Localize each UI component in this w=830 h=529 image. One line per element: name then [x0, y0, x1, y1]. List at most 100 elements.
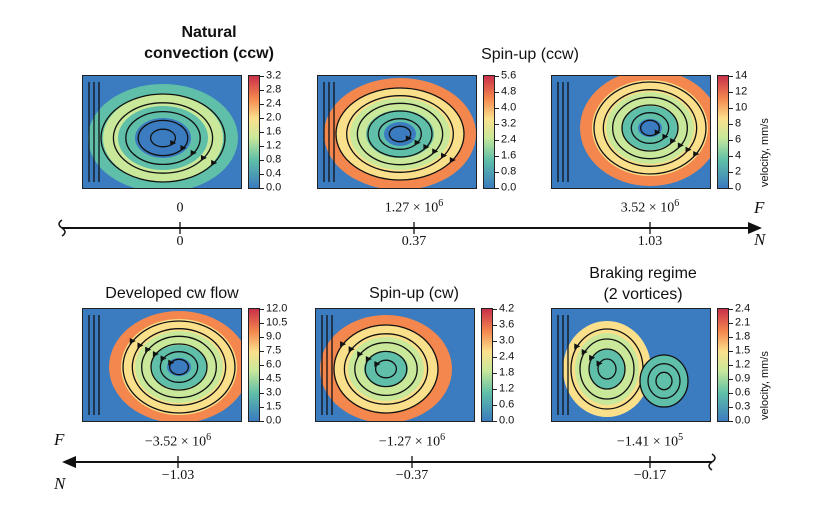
- colorbar-tick-mark: [495, 140, 499, 141]
- colorbar-tick-mark: [260, 76, 264, 77]
- flow-arrow: [348, 346, 355, 353]
- bottom_row-panel-2: [551, 308, 711, 422]
- streamline: [593, 81, 707, 175]
- flow-arrow: [180, 144, 187, 151]
- F-value: −1.27 × 10: [378, 434, 441, 450]
- colorbar-tick-mark: [493, 357, 497, 358]
- top_row-colorbar-label: velocity, mm/s: [759, 118, 771, 187]
- colorbar-tick-mark: [493, 421, 497, 422]
- colorbar-tick-label: 2.4: [735, 302, 751, 315]
- colorbar-tick-label: 4.5: [266, 372, 282, 385]
- flow-arrow: [168, 359, 175, 366]
- flow-arrow: [152, 351, 159, 358]
- colorbar-tick-label: 2.4: [266, 97, 282, 110]
- colorbar-tick-mark: [495, 188, 499, 189]
- flow-arrow: [200, 154, 207, 161]
- bottom_row-colorbar-0: [248, 308, 260, 422]
- flow-arrow: [581, 349, 588, 356]
- colorbar-tick-mark: [729, 76, 733, 77]
- colorbar-tick-label: 4: [735, 149, 742, 162]
- top_row-N-label: 0: [176, 234, 184, 249]
- top_row-F-label: 1.27 × 106: [385, 198, 443, 217]
- F-exponent: 6: [440, 432, 446, 443]
- colorbar-tick-mark: [729, 92, 733, 93]
- colorbar-tick-mark: [729, 351, 733, 352]
- colorbar-tick-mark: [493, 389, 497, 390]
- F-exponent: 6: [674, 198, 680, 209]
- flow-arrow: [137, 342, 144, 349]
- top_row-F-label: 3.52 × 106: [621, 198, 679, 217]
- colorbar-tick-mark: [495, 92, 499, 93]
- colorbar-tick-label: 12.0: [266, 302, 288, 315]
- flow-arrow: [414, 139, 421, 146]
- colorbar-tick-label: 0.8: [501, 165, 517, 178]
- bottom_row-F-label: −1.27 × 106: [379, 432, 445, 451]
- streamline: [647, 363, 681, 399]
- colorbar-tick-mark: [260, 90, 264, 91]
- speed-contour: [589, 349, 625, 389]
- streamline: [169, 358, 189, 376]
- streamline: [597, 358, 617, 380]
- colorbar-tick-label: 9.0: [266, 330, 282, 343]
- streamline: [112, 102, 214, 174]
- axis-break: [708, 453, 716, 471]
- streamline: [364, 350, 408, 388]
- colorbar-tick-mark: [729, 421, 733, 422]
- F-exponent: 6: [206, 432, 212, 443]
- bottom_row-F-label: −1.41 × 105: [617, 432, 683, 451]
- speed-contour: [638, 119, 662, 137]
- top_row-colorbar-1: [483, 75, 495, 189]
- streamline: [125, 110, 201, 166]
- flow-arrow: [685, 146, 692, 153]
- flow-arrow: [145, 346, 152, 353]
- colorbar-tick-label: 0.6: [735, 386, 751, 399]
- streamline: [122, 320, 236, 414]
- colorbar-tick-mark: [493, 341, 497, 342]
- colorbar-tick-label: 3.6: [499, 318, 515, 331]
- speed-contour: [135, 118, 191, 158]
- top_row-panel-1-title: Spin-up (ccw): [481, 46, 579, 63]
- top_row-axis: [58, 219, 762, 237]
- speed-contour: [364, 351, 408, 387]
- streamline: [630, 112, 670, 144]
- bottom_row-N-var: N: [54, 474, 66, 493]
- speed-contour: [640, 355, 688, 407]
- velocity-field-plot: [552, 76, 710, 188]
- colorbar-tick-label: 3.2: [266, 69, 282, 82]
- bottom_row-panel-0-title: Developed cw flow: [105, 285, 239, 302]
- colorbar-tick-label: 4.8: [501, 85, 517, 98]
- streamline: [335, 87, 465, 181]
- velocity-field-plot: [318, 76, 476, 188]
- colorbar-tick-mark: [260, 132, 264, 133]
- flow-arrow: [211, 159, 218, 166]
- streamline: [149, 128, 177, 148]
- top_row-panel-0: [82, 75, 242, 189]
- bottom_row-colorbar-2-ticks: 2.4 2.1 1.8 1.5 1.2 0.9 0.6 0.3 0.0: [729, 303, 769, 426]
- streamline: [100, 93, 226, 183]
- colorbar-tick-label: 2.4: [501, 133, 517, 146]
- colorbar-tick-mark: [260, 146, 264, 147]
- F-value: 1.27 × 10: [384, 200, 439, 216]
- streamline: [367, 110, 433, 158]
- colorbar-tick-mark: [260, 104, 264, 105]
- top_row-panel-2: [551, 75, 711, 189]
- colorbar-tick-mark: [260, 323, 264, 324]
- bottom_row-colorbar-2: [717, 308, 729, 422]
- streamline: [378, 118, 422, 150]
- colorbar-tick-mark: [729, 323, 733, 324]
- streamline: [343, 333, 429, 405]
- F-value: 3.52 × 10: [620, 200, 675, 216]
- streamline: [621, 104, 679, 152]
- colorbar-tick-label: 1.2: [266, 139, 282, 152]
- velocity-field-plot: [83, 309, 241, 421]
- colorbar-tick-label: 1.5: [266, 400, 282, 413]
- streamline: [588, 348, 626, 390]
- F-value: 0: [176, 200, 184, 216]
- streamline: [346, 95, 454, 173]
- bottom_row-F-var: F: [54, 430, 65, 449]
- colorbar-tick-label: 2.1: [735, 316, 751, 329]
- colorbar-tick-label: 12: [735, 85, 748, 98]
- streamline: [388, 125, 412, 143]
- colorbar-tick-label: 1.5: [735, 344, 751, 357]
- streamline: [602, 89, 698, 167]
